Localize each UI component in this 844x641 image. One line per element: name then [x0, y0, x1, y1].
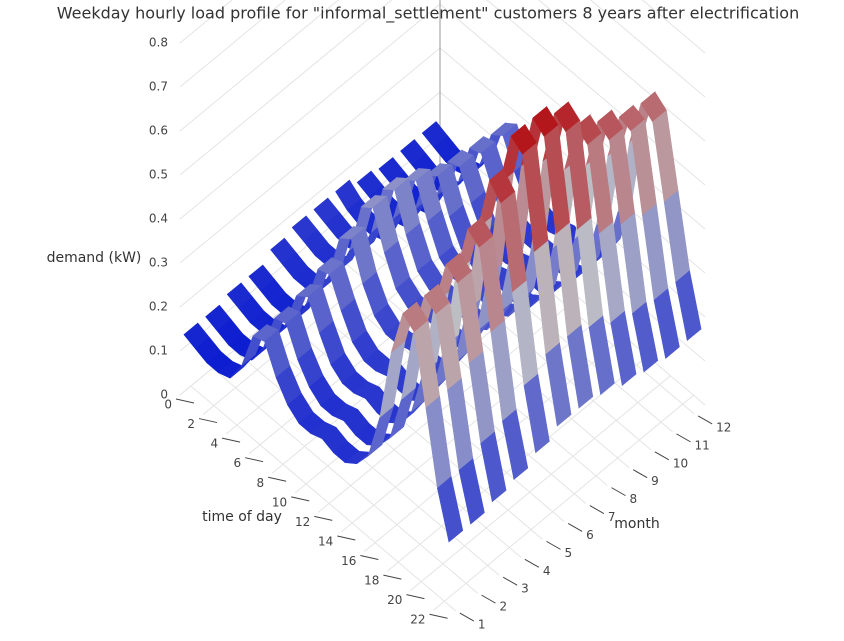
ribbon-segment: [437, 476, 464, 543]
ribbon-segment: [502, 409, 529, 480]
grid-line: [255, 331, 522, 558]
z-tick-label: 0: [160, 388, 168, 402]
tick-mark: [406, 594, 425, 600]
x-tick-label: 16: [341, 554, 356, 568]
x-tick-label: 22: [410, 613, 425, 627]
tick-mark: [198, 418, 218, 424]
tick-mark: [429, 613, 448, 619]
tick-mark: [459, 612, 475, 622]
x-axis-title: time of day: [202, 509, 282, 525]
grid-line: [179, 0, 706, 142]
tick-mark: [524, 558, 540, 568]
ribbon-segment: [458, 458, 485, 525]
x-tick-label: 4: [210, 437, 218, 451]
tick-mark: [676, 433, 691, 443]
ribbon-segment: [663, 190, 690, 283]
z-tick-label: 0.8: [149, 36, 168, 50]
chart-title: Weekday hourly load profile for "informa…: [57, 4, 799, 24]
x-tick-label: 14: [318, 534, 333, 548]
x-tick-label: 18: [364, 574, 379, 588]
tick-mark: [360, 555, 379, 561]
tick-mark: [314, 515, 333, 521]
z-tick-label: 0.6: [149, 124, 168, 138]
y-tick-label: 7: [608, 510, 616, 524]
grid-line: [317, 297, 579, 513]
x-tick-label: 6: [233, 456, 241, 470]
grid-line: [410, 375, 671, 592]
ribbon-segment: [653, 288, 680, 359]
ribbon-segment: [610, 310, 637, 386]
tick-mark: [291, 496, 310, 502]
y-tick-label: 4: [543, 564, 551, 578]
x-tick-label: 10: [272, 495, 287, 509]
tick-mark: [481, 594, 496, 604]
y-tick-label: 12: [716, 420, 731, 434]
y-tick-label: 2: [500, 600, 508, 614]
y-tick-label: 5: [565, 546, 573, 560]
y-tick-label: 10: [673, 456, 688, 470]
tick-mark: [221, 437, 241, 443]
grid-line: [233, 349, 500, 576]
z-tick-label: 0.5: [149, 168, 168, 182]
z-tick-label: 0.1: [149, 344, 168, 358]
tick-mark: [175, 398, 195, 404]
tick-mark: [632, 469, 648, 479]
y-tick-label: 1: [478, 618, 486, 632]
x-tick-label: 0: [164, 398, 172, 412]
y-tick-label: 3: [521, 582, 529, 596]
tick-mark: [697, 415, 713, 425]
tick-mark: [567, 523, 583, 532]
y-axis-title: month: [614, 516, 659, 532]
ribbon-segment: [675, 270, 702, 342]
z-tick-label: 0.7: [149, 80, 168, 94]
z-tick-label: 0.3: [149, 256, 168, 270]
tick-mark: [337, 535, 356, 541]
tick-mark: [654, 451, 670, 461]
y-tick-label: 11: [695, 438, 710, 452]
ribbon-segment: [567, 324, 594, 409]
grid-line: [277, 313, 543, 540]
grid-line: [179, 0, 706, 98]
tick-mark: [502, 576, 518, 586]
ribbon-segment: [490, 320, 517, 422]
tick-mark: [611, 487, 626, 497]
tick-mark: [546, 540, 561, 550]
tick-mark: [589, 505, 605, 514]
tick-mark: [383, 574, 402, 580]
x-tick-label: 8: [257, 476, 265, 490]
ribbon-segment: [480, 431, 507, 503]
tick-mark: [268, 476, 287, 482]
ribbon-segment: [588, 315, 615, 396]
ribbons: [183, 91, 702, 543]
grid-line: [433, 394, 694, 611]
y-tick-label: 8: [630, 492, 638, 506]
z-axis-title: demand (kW): [47, 250, 142, 266]
z-tick-label: 0.4: [149, 212, 168, 226]
grid-line: [190, 385, 457, 612]
x-tick-label: 12: [295, 515, 310, 529]
tick-mark: [245, 457, 264, 463]
x-tick-label: 2: [187, 417, 195, 431]
y-tick-label: 6: [586, 528, 594, 542]
ribbon-segment: [447, 378, 474, 471]
y-tick-label: 9: [651, 474, 659, 488]
ribbon-segment: [425, 395, 452, 489]
ribbon-segment: [545, 342, 572, 427]
ribbon-segment: [632, 301, 659, 373]
ribbon-segment: [468, 351, 495, 445]
grid-line: [212, 367, 478, 594]
x-tick-label: 20: [387, 593, 402, 607]
ribbon-segment: [523, 373, 550, 454]
ribbon-segment: [642, 203, 669, 301]
grid-line: [179, 0, 706, 186]
z-tick-label: 0.2: [149, 300, 168, 314]
